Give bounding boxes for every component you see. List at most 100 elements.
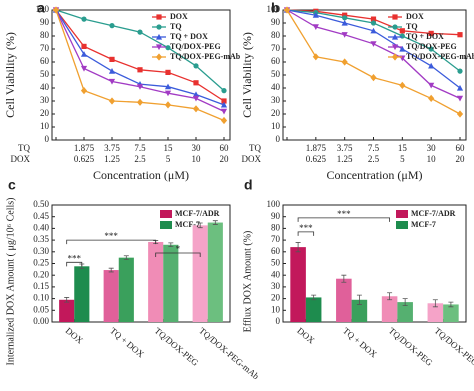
bar bbox=[118, 257, 134, 322]
marker bbox=[165, 45, 171, 51]
panel-letter: c bbox=[8, 177, 16, 193]
marker bbox=[392, 24, 398, 30]
x-tick-label-2: 10 bbox=[427, 154, 437, 164]
y-tick-label: 0.35 bbox=[33, 234, 49, 244]
marker bbox=[457, 68, 463, 74]
x-tick-label-2: 20 bbox=[456, 154, 466, 164]
y-tick-label: 0.00 bbox=[33, 316, 49, 326]
marker bbox=[192, 105, 200, 113]
x-tick-label: 60 bbox=[456, 143, 466, 153]
marker bbox=[370, 20, 377, 26]
marker bbox=[456, 110, 464, 118]
marker bbox=[370, 27, 377, 34]
error-bar bbox=[108, 267, 114, 273]
marker bbox=[312, 24, 319, 30]
marker bbox=[80, 87, 88, 95]
y-tick-label: 40 bbox=[271, 269, 281, 279]
marker bbox=[192, 91, 200, 98]
x-tick-label: TQ/DOX-PEG-mAb bbox=[197, 325, 261, 381]
marker bbox=[428, 30, 434, 36]
x-row-label: DOX bbox=[242, 154, 262, 164]
marker bbox=[136, 98, 144, 106]
y-tick-label: 0 bbox=[276, 134, 281, 144]
y-tick-label: 90 bbox=[271, 17, 281, 27]
significance-label: *** bbox=[68, 253, 82, 263]
marker bbox=[155, 53, 163, 61]
marker bbox=[399, 81, 406, 89]
legend-label: MCF-7/ADR bbox=[411, 209, 456, 218]
marker bbox=[164, 101, 172, 109]
y-tick-label: 30 bbox=[271, 95, 281, 105]
marker bbox=[81, 43, 87, 49]
y-tick-label: 70 bbox=[271, 43, 281, 53]
y-tick-label: 90 bbox=[271, 211, 281, 221]
y-tick-label: 90 bbox=[40, 17, 50, 27]
x-tick-label: 7.5 bbox=[368, 143, 380, 153]
error-bar bbox=[64, 297, 70, 303]
y-tick-label: 0.05 bbox=[33, 304, 49, 314]
x-tick-label-2: 5 bbox=[166, 154, 171, 164]
marker bbox=[221, 98, 227, 104]
marker bbox=[193, 63, 199, 69]
marker bbox=[399, 33, 405, 39]
y-tick-label: 0.45 bbox=[33, 211, 49, 221]
marker bbox=[193, 80, 199, 86]
marker bbox=[108, 78, 116, 85]
x-tick-label-2: 5 bbox=[400, 154, 405, 164]
x-tick-label: DOX bbox=[64, 325, 86, 346]
x-tick-label: 30 bbox=[192, 143, 202, 153]
y-tick-label: 40 bbox=[40, 82, 50, 92]
x-tick-label: 1.875 bbox=[74, 143, 95, 153]
y-tick-label: 50 bbox=[40, 69, 50, 79]
marker bbox=[220, 101, 228, 108]
y-tick-label: 0.25 bbox=[33, 258, 49, 268]
y-axis-title: Cell Viability (%) bbox=[3, 32, 17, 118]
marker bbox=[456, 95, 464, 102]
y-axis-title: Efflux DOX Amount (%) bbox=[242, 231, 253, 333]
x-tick-label: 3.75 bbox=[104, 143, 120, 153]
legend-label: TQ bbox=[406, 22, 418, 31]
error-bar bbox=[295, 242, 301, 253]
x-tick-label: 30 bbox=[427, 143, 437, 153]
error-bar bbox=[432, 299, 438, 308]
marker bbox=[155, 44, 163, 51]
marker bbox=[391, 44, 399, 51]
y-tick-label: 0.50 bbox=[33, 199, 49, 209]
legend-label: TQ/DOX-PEG bbox=[170, 42, 221, 51]
significance-bracket bbox=[297, 217, 390, 222]
x-tick-label: 15 bbox=[398, 143, 408, 153]
y-tick-label: 100 bbox=[36, 4, 50, 14]
marker bbox=[80, 65, 88, 72]
marker bbox=[108, 97, 116, 105]
y-tick-label: 0 bbox=[276, 316, 281, 326]
marker bbox=[312, 53, 319, 61]
legend-label: DOX bbox=[170, 12, 188, 21]
error-bar bbox=[212, 220, 218, 225]
bar bbox=[381, 296, 398, 322]
legend-swatch bbox=[396, 210, 408, 218]
legend-label: MCF-7/ADR bbox=[175, 209, 220, 218]
y-tick-label: 60 bbox=[271, 246, 281, 256]
x-tick-label: DOX bbox=[295, 325, 317, 346]
y-tick-label: 0.15 bbox=[33, 281, 49, 291]
marker bbox=[428, 94, 435, 102]
marker bbox=[399, 45, 406, 52]
error-bar bbox=[402, 298, 408, 307]
y-tick-label: 100 bbox=[267, 4, 281, 14]
y-tick-label: 40 bbox=[271, 82, 281, 92]
marker bbox=[370, 74, 377, 82]
marker bbox=[52, 6, 60, 14]
marker bbox=[109, 56, 115, 62]
bar bbox=[443, 304, 459, 322]
y-tick-label: 0.10 bbox=[33, 293, 49, 303]
bar bbox=[427, 303, 444, 322]
bar bbox=[207, 222, 223, 322]
marker bbox=[164, 83, 172, 90]
x-tick-label: 7.5 bbox=[134, 143, 146, 153]
y-tick-label: 20 bbox=[271, 108, 281, 118]
marker bbox=[341, 58, 348, 66]
y-tick-label: 20 bbox=[271, 293, 281, 303]
legend-label: TQ/DOX-PEG-mAb bbox=[170, 52, 241, 61]
marker bbox=[221, 88, 227, 94]
x-axis-title: Concentration (μM) bbox=[326, 168, 422, 182]
